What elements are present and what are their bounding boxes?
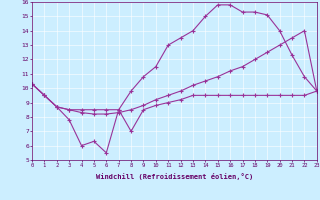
X-axis label: Windchill (Refroidissement éolien,°C): Windchill (Refroidissement éolien,°C) — [96, 173, 253, 180]
